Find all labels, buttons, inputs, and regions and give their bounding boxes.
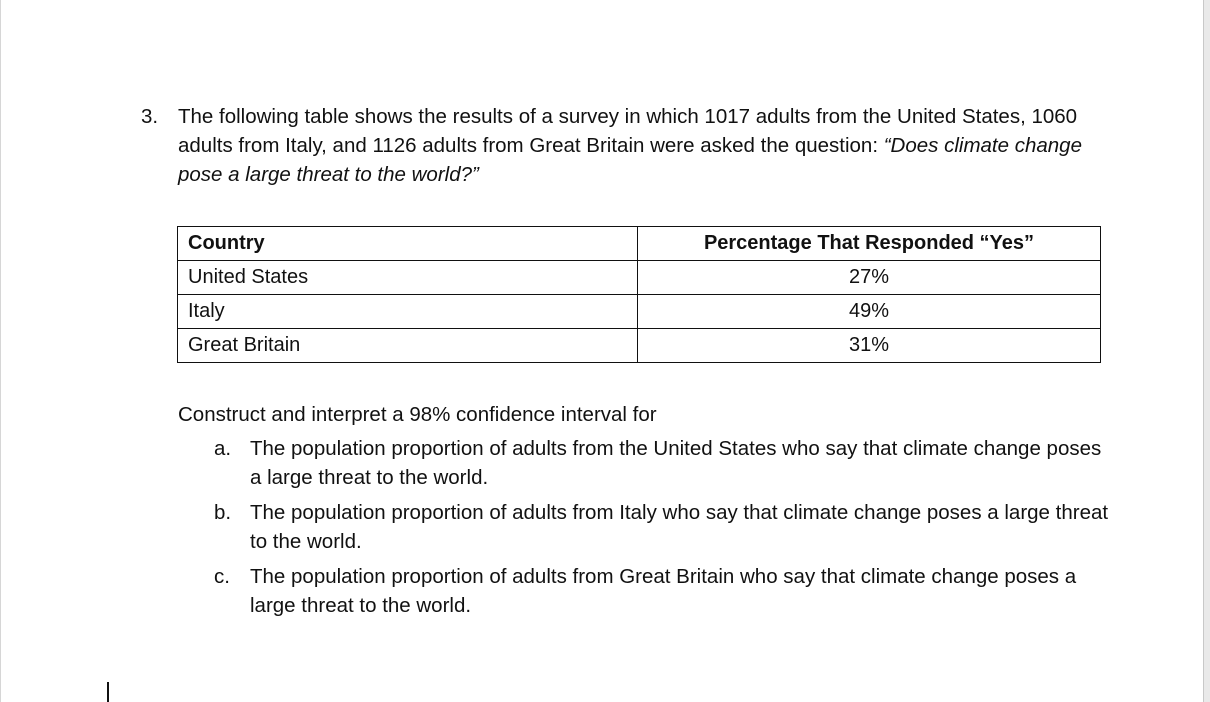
table-row: Great Britain 31%	[177, 328, 1101, 363]
text-cursor[interactable]	[107, 682, 109, 702]
list-item: b. The population proportion of adults f…	[214, 498, 1114, 556]
table-row: Italy 49%	[177, 294, 1101, 329]
part-letter: c.	[214, 565, 230, 588]
cell-percent: 31%	[637, 328, 1101, 363]
part-text: The population proportion of adults from…	[250, 437, 1102, 489]
cell-country: United States	[177, 260, 638, 295]
list-item: a. The population proportion of adults f…	[214, 434, 1114, 492]
part-text: The population proportion of adults from…	[250, 501, 1109, 553]
cell-percent: 49%	[637, 294, 1101, 329]
header-percentage: Percentage That Responded “Yes”	[637, 226, 1101, 261]
cell-country: Great Britain	[177, 328, 638, 363]
list-item: c. The population proportion of adults f…	[214, 562, 1114, 620]
part-letter: b.	[214, 501, 232, 524]
table-header-row: Country Percentage That Responded “Yes”	[177, 226, 1101, 261]
question-intro: The following table shows the results of…	[178, 105, 1078, 157]
header-country: Country	[177, 226, 638, 261]
part-text: The population proportion of adults from…	[250, 565, 1077, 617]
question-number: 3.	[141, 105, 159, 128]
parts-list: a. The population proportion of adults f…	[214, 434, 1114, 626]
part-letter: a.	[214, 437, 232, 460]
question-block: 3. The following table shows the results…	[141, 102, 1101, 189]
cell-country: Italy	[177, 294, 638, 329]
question-text: The following table shows the results of…	[178, 102, 1101, 189]
table-row: United States 27%	[177, 260, 1101, 295]
cell-percent: 27%	[637, 260, 1101, 295]
question-quote: “Does climate change pose a large threat…	[178, 134, 1082, 186]
instruction-text: Construct and interpret a 98% confidence…	[178, 403, 657, 426]
survey-table: Country Percentage That Responded “Yes” …	[177, 226, 1101, 363]
